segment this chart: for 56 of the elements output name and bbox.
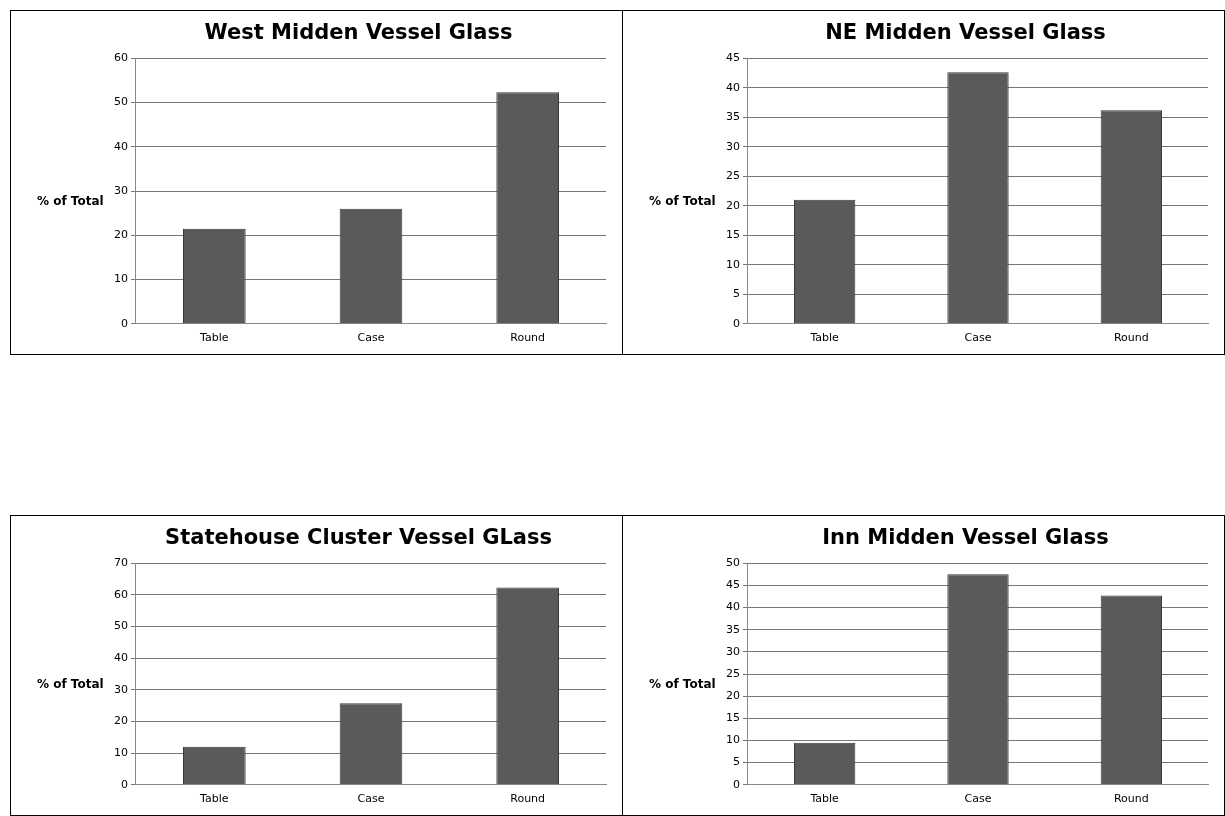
x-tick-label: Table [809,792,840,806]
chart-title: West Midden Vessel Glass [204,20,513,45]
y-axis-title: % of Total [37,676,104,691]
x-tick-label: Round [1113,331,1149,345]
y-tick-label: 45 [726,578,740,592]
y-tick-label: 10 [726,733,740,747]
y-tick-label: 15 [726,228,740,242]
x-tick-label: Table [809,331,840,345]
x-tick-label: Case [964,331,992,345]
y-axis-title: % of Total [649,193,716,208]
y-tick-label: 35 [726,622,740,636]
y-tick-label: 20 [114,714,128,728]
x-tick-label: Case [964,792,992,806]
y-tick-label: 50 [726,556,740,570]
y-tick-label: 40 [114,651,128,665]
x-tick-label: Round [510,792,546,806]
y-tick-label: 0 [121,777,128,791]
y-tick-label: 25 [726,666,740,680]
y-tick-label: 60 [114,587,128,601]
y-tick-label: 30 [114,682,128,696]
x-tick-label: Round [510,331,546,345]
y-tick-label: 20 [114,228,128,242]
y-tick-label: 20 [726,198,740,212]
x-tick-label: Case [357,792,385,806]
y-axis-title: % of Total [37,193,104,208]
x-tick-label: Table [199,792,229,806]
y-tick-label: 0 [733,777,740,791]
chart-title: NE Midden Vessel Glass [825,20,1106,45]
x-tick-label: Case [357,331,385,345]
chart-title: Inn Midden Vessel Glass [822,525,1109,550]
y-tick-label: 70 [114,556,128,570]
y-tick-label: 45 [726,51,740,65]
y-tick-label: 15 [726,711,740,725]
x-tick-label: Table [199,331,229,345]
y-tick-label: 20 [726,689,740,703]
y-tick-label: 60 [114,51,128,65]
chart-title: Statehouse Cluster Vessel GLass [165,525,552,550]
y-tick-label: 10 [114,746,128,759]
y-tick-label: 25 [726,169,740,183]
y-tick-label: 50 [114,619,128,633]
y-tick-label: 50 [114,95,128,109]
y-tick-label: 0 [121,316,128,330]
y-tick-label: 10 [726,257,740,271]
y-tick-label: 30 [726,644,740,658]
y-tick-label: 10 [114,272,128,286]
y-tick-label: 5 [733,287,740,301]
y-tick-label: 40 [114,139,128,153]
y-tick-label: 0 [733,316,740,330]
y-tick-label: 35 [726,110,740,124]
x-tick-label: Round [1113,792,1149,806]
y-axis-title: % of Total [649,676,716,691]
y-tick-label: 5 [733,755,740,769]
y-tick-label: 30 [726,139,740,153]
y-tick-label: 40 [726,80,740,94]
y-tick-label: 40 [726,600,740,614]
y-tick-label: 30 [114,183,128,197]
